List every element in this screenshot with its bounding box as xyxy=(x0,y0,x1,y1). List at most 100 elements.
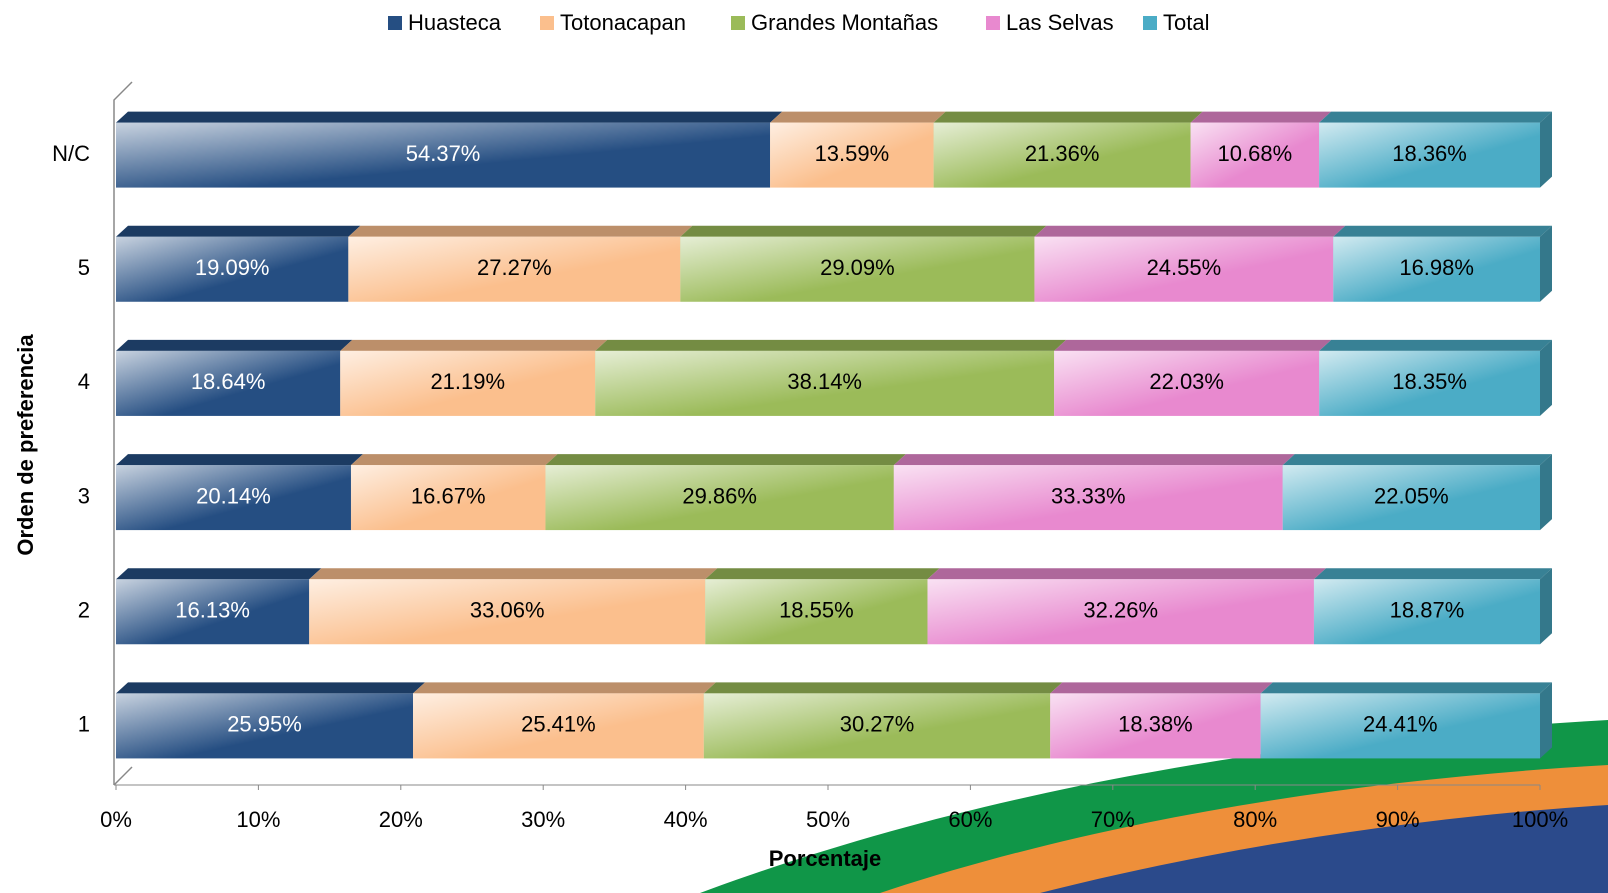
x-tick-label: 20% xyxy=(379,807,423,832)
data-label: 18.87% xyxy=(1390,598,1465,623)
bar-top xyxy=(680,225,1047,237)
bar-shine xyxy=(680,236,1035,302)
y-tick-label: 3 xyxy=(78,483,90,508)
data-label: 29.86% xyxy=(682,483,757,508)
data-label: 20.14% xyxy=(196,483,271,508)
bar-shine xyxy=(350,465,546,531)
data-label: 22.03% xyxy=(1149,369,1224,394)
data-label: 13.59% xyxy=(815,141,890,166)
bar-shine xyxy=(348,236,681,302)
data-label: 16.98% xyxy=(1399,255,1474,280)
legend-swatch xyxy=(540,16,554,30)
data-label: 21.19% xyxy=(430,369,505,394)
x-tick-label: 50% xyxy=(806,807,850,832)
legend-label: Grandes Montañas xyxy=(751,10,938,35)
data-label: 16.13% xyxy=(175,598,250,623)
x-tick-label: 90% xyxy=(1376,807,1420,832)
bar-top xyxy=(1313,568,1552,580)
bar-top xyxy=(705,568,940,580)
bar-shine xyxy=(1034,236,1334,302)
bar-side xyxy=(1540,682,1552,759)
bar-shine xyxy=(1313,579,1540,645)
y-axis-title: Orden de preferencia xyxy=(13,334,38,556)
bar-shine xyxy=(1333,236,1540,302)
bar-top xyxy=(413,682,716,694)
bar-top xyxy=(116,454,363,466)
bar-top xyxy=(1034,225,1346,237)
x-tick-label: 0% xyxy=(100,807,132,832)
bar-top xyxy=(116,111,783,123)
legend-label: Total xyxy=(1163,10,1209,35)
bar-top xyxy=(1333,225,1552,237)
bar-shine xyxy=(116,350,341,416)
bar-top xyxy=(350,454,558,466)
y-tick-label: 2 xyxy=(78,598,90,623)
bar-top xyxy=(348,225,693,237)
data-label: 18.55% xyxy=(779,598,854,623)
bar-shine xyxy=(1050,693,1261,759)
bar-shine xyxy=(933,122,1191,188)
legend-swatch xyxy=(1143,16,1157,30)
legend-swatch xyxy=(986,16,1000,30)
bar-shine xyxy=(893,465,1283,531)
plot-walls xyxy=(113,81,133,786)
bar-side xyxy=(1540,111,1552,188)
legend-label: Huasteca xyxy=(408,10,502,35)
bar-shine xyxy=(309,579,706,645)
x-tick-label: 80% xyxy=(1233,807,1277,832)
bar-top xyxy=(340,339,608,351)
bar-side xyxy=(1540,225,1552,302)
bar-shine xyxy=(1260,693,1540,759)
data-label: 10.68% xyxy=(1218,141,1293,166)
data-label: 24.55% xyxy=(1147,255,1222,280)
y-tick-label: 4 xyxy=(78,369,90,394)
bar-shine xyxy=(595,350,1055,416)
bar-top xyxy=(1054,339,1332,351)
data-label: 33.06% xyxy=(470,598,545,623)
bar-top xyxy=(1260,682,1552,694)
bar-shine xyxy=(116,122,771,188)
bar-side xyxy=(1540,454,1552,531)
bar-side xyxy=(1540,339,1552,416)
bar-shine xyxy=(705,579,928,645)
bar-shine xyxy=(413,693,704,759)
data-label: 30.27% xyxy=(840,712,915,737)
x-tick-label: 10% xyxy=(236,807,280,832)
bar-top xyxy=(1319,111,1552,123)
x-tick-label: 70% xyxy=(1091,807,1135,832)
data-label: 19.09% xyxy=(195,255,270,280)
x-tick-label: 60% xyxy=(948,807,992,832)
data-label: 18.38% xyxy=(1118,712,1193,737)
legend-label: Totonacapan xyxy=(560,10,686,35)
data-label: 33.33% xyxy=(1051,483,1126,508)
bar-top xyxy=(116,682,426,694)
bar-shine xyxy=(116,465,351,531)
x-tick-label: 30% xyxy=(521,807,565,832)
bar-top xyxy=(1319,339,1552,351)
data-label: 25.41% xyxy=(521,712,596,737)
x-tick-label: 100% xyxy=(1512,807,1568,832)
bar-side xyxy=(1540,568,1552,645)
bar-top xyxy=(116,339,353,351)
bar-shine xyxy=(703,693,1051,759)
data-label: 21.36% xyxy=(1025,141,1100,166)
bar-top xyxy=(309,568,718,580)
data-label: 22.05% xyxy=(1374,483,1449,508)
bar-top xyxy=(927,568,1326,580)
legend-swatch xyxy=(731,16,745,30)
bar-top xyxy=(545,454,906,466)
bar-shine xyxy=(1319,122,1540,188)
data-label: 27.27% xyxy=(477,255,552,280)
bar-top xyxy=(933,111,1203,123)
bar-shine xyxy=(545,465,894,531)
y-tick-label: 5 xyxy=(78,255,90,280)
legend-swatch xyxy=(388,16,402,30)
bar-top xyxy=(1050,682,1273,694)
bar-shine xyxy=(1282,465,1540,531)
data-label: 18.64% xyxy=(191,369,266,394)
bar-top xyxy=(1190,111,1332,123)
data-label: 16.67% xyxy=(411,483,486,508)
bar-shine xyxy=(1054,350,1320,416)
data-label: 54.37% xyxy=(406,141,481,166)
bar-top xyxy=(116,225,361,237)
